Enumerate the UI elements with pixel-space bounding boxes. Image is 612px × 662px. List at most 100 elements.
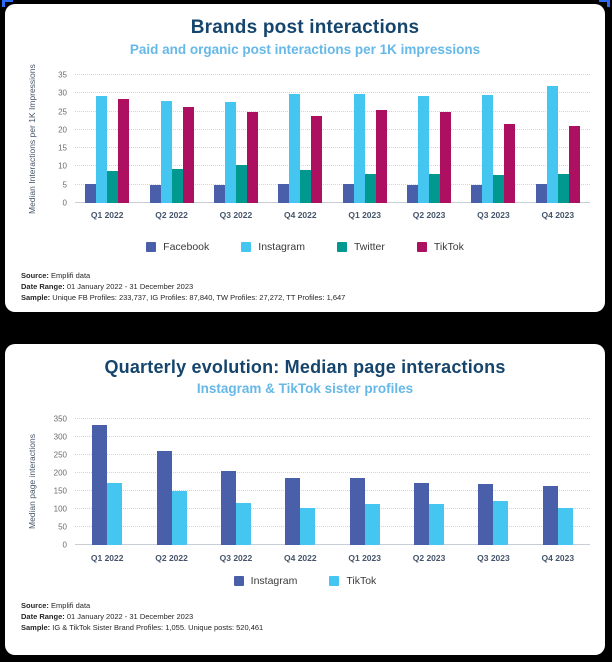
bar-group-q2-2023 [397,75,461,203]
y-tick-label: 10 [58,161,67,171]
bar-group-q1-2023 [333,75,397,203]
bar-instagram [418,95,430,203]
bar-tiktok [182,106,194,203]
bar-groups [75,419,590,545]
bar-tiktok [568,126,580,203]
legend-item-instagram: Instagram [233,575,297,587]
bar-tiktok [118,98,130,203]
gridline [75,436,590,437]
source-line: Source: Emplifi data [21,601,91,610]
x-tick-label: Q2 2022 [155,210,188,220]
bar-tiktok [504,124,516,203]
plot-area: 0 50 100 150 200 250 300 350 [54,415,590,550]
legend-swatch-icon [241,242,252,252]
bar-instagram [542,485,558,545]
x-tick-label: Q3 2023 [477,553,510,563]
bar-twitter [557,174,569,203]
legend-item-tiktok: TikTok [416,241,464,253]
chart-subtitle: Paid and organic post interactions per 1… [129,42,481,57]
bar-group-q1-2022 [75,75,139,203]
legend-item-tiktok: TikTok [329,575,376,587]
bar-instagram [156,450,172,545]
bar-tiktok [246,111,258,203]
y-tick-label: 15 [58,143,67,153]
chart-subtitle: Instagram & TikTok sister profiles [196,381,414,396]
bar-group-q2-2023 [397,419,461,545]
bar-groups [75,75,590,203]
bar-tiktok [557,507,573,545]
bar-twitter [107,170,119,203]
gridline [75,92,590,94]
x-axis-line [75,544,590,545]
bar-facebook [278,183,290,203]
bar-group-q1-2023 [333,419,397,545]
y-tick-label: 350 [53,414,67,424]
legend-swatch-icon [329,576,340,586]
bar-instagram [92,425,108,545]
bar-tiktok [311,116,323,203]
gridline [75,472,590,473]
bar-instagram [478,483,494,545]
bar-twitter [364,173,376,203]
bar-instagram [414,483,430,545]
x-tick-label: Q3 2023 [477,210,510,220]
bar-tiktok [375,110,387,203]
bar-instagram [482,94,494,203]
legend-label: Instagram [258,241,305,253]
bar-instagram [96,95,108,203]
y-tick-label: 200 [53,468,67,478]
legend-swatch-icon [416,242,427,252]
bar-instagram [160,100,172,203]
bar-group-q4-2022 [268,419,332,545]
bar-group-q3-2022 [204,75,268,203]
bar-tiktok [107,482,123,545]
x-tick-label: Q2 2023 [412,210,446,220]
legend-item-twitter: Twitter [336,241,385,253]
chart-title: Quarterly evolution: Median page interac… [104,357,506,377]
bar-group-q3-2022 [204,419,268,545]
quarterly-evolution-card: Quarterly evolution: Median page interac… [5,344,605,655]
bar-instagram [220,470,236,545]
y-tick-label: 0 [62,198,67,208]
bar-facebook [471,185,483,203]
bar-tiktok [171,490,187,545]
y-tick-label: 250 [53,450,67,460]
bar-tiktok [364,504,380,545]
y-tick-label: 300 [53,432,67,442]
x-tick-label: Q2 2022 [155,553,188,563]
bar-instagram [289,94,301,203]
gridline [75,165,590,167]
bar-instagram [353,93,365,203]
legend-label: Twitter [353,241,385,253]
source-line: Date Range: 01 January 2022 - 31 Decembe… [21,612,194,621]
legend-swatch-icon [233,576,244,586]
crop-mark-top-left-icon [2,0,13,7]
x-tick-label: Q1 2022 [90,553,124,563]
y-axis-title: Median Interactions per 1K Impressions [27,64,37,214]
legend-label: Facebook [163,241,210,253]
bar-tiktok [235,502,251,545]
bar-group-q4-2023 [526,419,590,545]
gridline [75,418,590,419]
gridline [75,183,590,185]
source-line: Sample: IG & TikTok Sister Brand Profile… [21,623,264,632]
x-tick-label: Q2 2023 [412,553,446,563]
bar-facebook [149,184,161,203]
y-tick-label: 35 [58,70,67,80]
bar-tiktok [300,507,316,545]
legend: Facebook Instagram Twitter TikTok [5,241,605,253]
bar-group-q3-2023 [461,75,525,203]
source-block: Source: Emplifi data Date Range: 01 Janua… [21,270,345,303]
gridline [75,454,590,455]
gridline [75,128,590,130]
bar-tiktok [429,503,445,545]
plot-area: 0 5 10 15 20 25 30 35 [58,71,590,208]
x-axis-line [75,202,590,203]
y-tick-label: 25 [58,107,67,117]
bar-group-q2-2022 [139,75,203,203]
legend-item-instagram: Instagram [241,241,305,253]
crop-mark-top-right-icon [599,0,610,7]
brands-post-interactions-card: Brands post interactions Paid and organi… [5,4,605,312]
x-tick-label: Q4 2023 [541,553,575,563]
